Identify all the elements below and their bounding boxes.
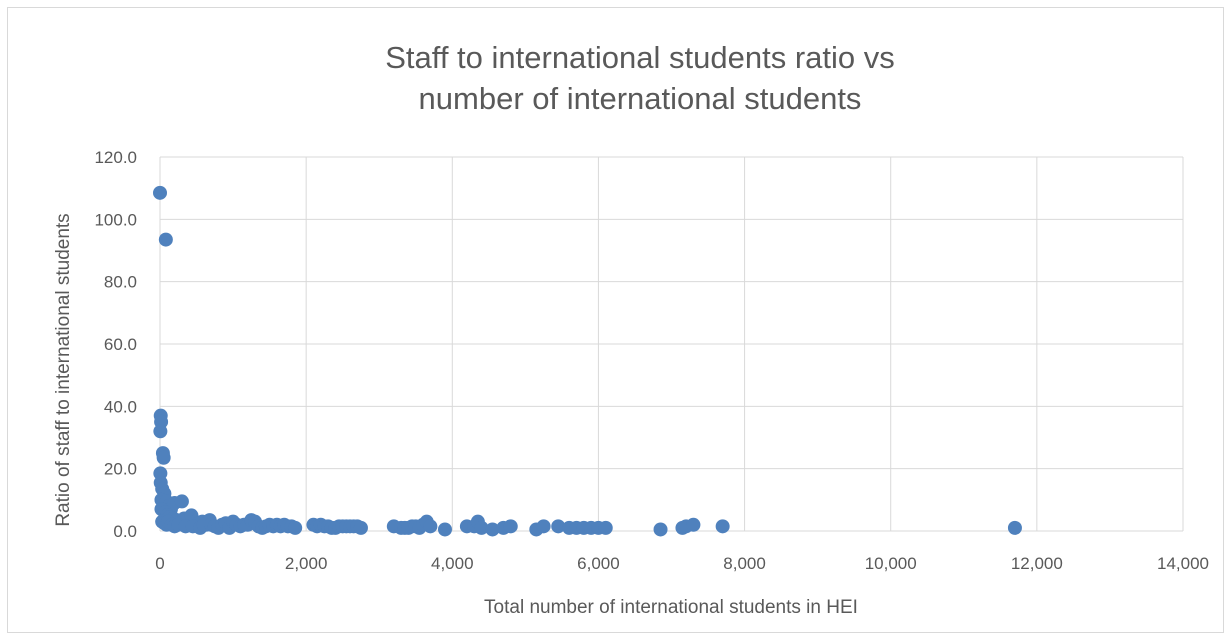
x-axis-label: Total number of international students i… [484,597,858,618]
y-tick-label: 20.0 [104,460,137,479]
y-tick-label: 80.0 [104,273,137,292]
data-point [474,520,489,535]
x-tick-label: 4,000 [431,554,474,573]
data-point [1007,520,1022,535]
gridlines [159,156,1184,532]
x-tick-label: 0 [155,554,164,573]
data-point [353,520,368,535]
y-axis-label: Ratio of staff to international students [53,213,74,526]
data-point [653,522,668,537]
data-point [423,519,438,534]
y-tick-label: 0.0 [113,522,137,541]
data-point [598,520,613,535]
data-point [536,519,551,534]
x-tick-label: 12,000 [1011,554,1063,573]
data-point [485,522,500,537]
data-point [153,424,168,439]
data-point [156,450,171,465]
chart-title-line-2: number of international students [419,81,862,116]
data-point [503,519,518,534]
data-point [174,494,189,509]
x-axis-ticks: 0 2,000 4,000 6,000 8,000 10,000 12,000 14,000 [155,554,1209,573]
x-tick-label: 10,000 [865,554,917,573]
chart-title-line-1: Staff to international students ratio vs [385,40,895,75]
x-tick-label: 6,000 [577,554,620,573]
x-tick-label: 8,000 [723,554,766,573]
y-tick-label: 100.0 [94,210,137,229]
data-point [686,517,701,532]
y-axis-ticks: 0.0 20.0 40.0 60.0 80.0 100.0 120.0 [94,148,137,541]
x-tick-label: 14,000 [1157,554,1209,573]
data-point [551,519,566,534]
data-point [153,185,167,200]
data-point [158,232,173,247]
y-tick-label: 60.0 [104,335,137,354]
data-point [437,522,452,537]
y-tick-label: 40.0 [104,397,137,416]
x-tick-label: 2,000 [285,554,328,573]
y-tick-label: 120.0 [94,148,137,167]
data-points [153,185,1022,537]
data-point [288,520,303,535]
data-point [715,519,730,534]
